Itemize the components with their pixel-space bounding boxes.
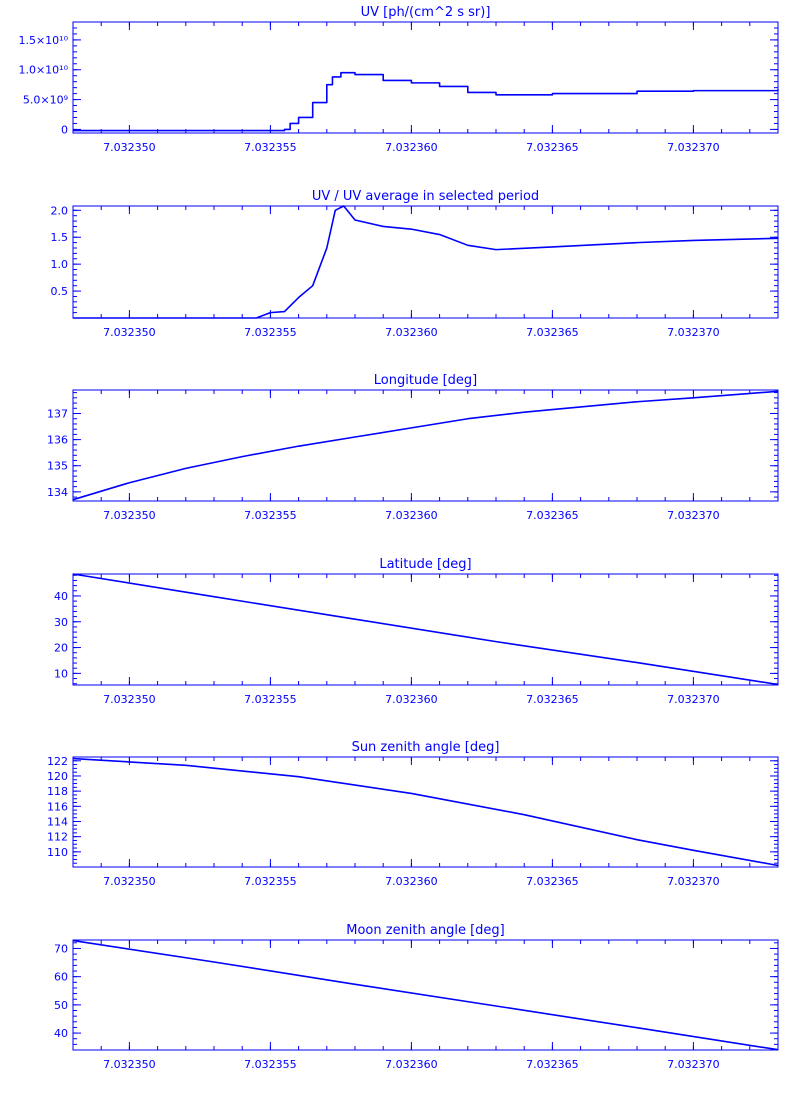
y-tick-label: 20 <box>54 642 68 655</box>
x-tick-label: 7.032355 <box>244 1058 297 1071</box>
x-tick-label: 7.032360 <box>385 326 438 339</box>
y-tick-label: 1.0×10¹⁰ <box>18 64 68 77</box>
x-tick-label: 7.032355 <box>244 141 297 154</box>
series-line <box>72 573 779 686</box>
y-tick-label: 1.5 <box>51 231 69 244</box>
x-tick-label: 7.032355 <box>244 693 297 706</box>
x-tick-label: 7.032360 <box>385 141 438 154</box>
plot-frame <box>72 573 779 686</box>
x-tick-label: 7.032355 <box>244 509 297 522</box>
x-tick-label: 7.032370 <box>667 141 720 154</box>
plot-frame <box>72 939 779 1051</box>
y-tick-label: 112 <box>47 831 68 844</box>
y-tick-label: 40 <box>54 590 68 603</box>
series-line <box>73 205 779 319</box>
panel-4: Latitude [deg] 10 20 30 40 7.032350 7.032355 7.… <box>54 557 779 706</box>
y-tick-label: 116 <box>47 800 68 813</box>
x-tick-label: 7.032355 <box>244 875 297 888</box>
x-tick-label: 7.032350 <box>103 875 156 888</box>
y-tick-label: 1.0 <box>51 258 69 271</box>
y-tick-label: 1.5×10¹⁰ <box>18 34 68 47</box>
chart-title: Latitude [deg] <box>379 557 471 572</box>
plot-frame <box>72 756 779 868</box>
y-tick-label: 2.0 <box>51 204 69 217</box>
panel-6: Moon zenith angle [deg] 40 50 60 70 7.032350 7… <box>54 923 779 1071</box>
y-tick-label: 136 <box>47 434 68 447</box>
y-tick-label: 10 <box>54 667 68 680</box>
y-tick-label: 0.5 <box>51 285 69 298</box>
y-tick-label: 122 <box>47 755 68 768</box>
panel-5: Sun zenith angle [deg] 110 112 114 116 118 120… <box>47 740 779 888</box>
x-tick-label: 7.032350 <box>103 693 156 706</box>
x-tick-label: 7.032365 <box>526 141 579 154</box>
x-tick-label: 7.032370 <box>667 326 720 339</box>
x-tick-label: 7.032365 <box>526 1058 579 1071</box>
y-tick-label: 118 <box>47 785 68 798</box>
x-tick-label: 7.032365 <box>526 693 579 706</box>
x-tick-label: 7.032365 <box>526 509 579 522</box>
x-tick-label: 7.032350 <box>103 141 156 154</box>
y-tick-label: 60 <box>54 971 68 984</box>
series-line <box>72 390 779 501</box>
y-tick-label: 50 <box>54 999 68 1012</box>
y-tick-label: 120 <box>47 770 68 783</box>
chart-title: UV [ph/(cm^2 s sr)] <box>361 5 491 20</box>
y-tick-label: 114 <box>47 815 68 828</box>
x-tick-label: 7.032360 <box>385 1058 438 1071</box>
x-tick-label: 7.032360 <box>385 509 438 522</box>
y-tick-label: 137 <box>47 408 68 421</box>
y-tick-label: 5.0×10⁹ <box>23 94 68 107</box>
x-tick-label: 7.032370 <box>667 1058 720 1071</box>
x-tick-label: 7.032370 <box>667 693 720 706</box>
series-line <box>73 71 779 132</box>
x-tick-label: 7.032360 <box>385 693 438 706</box>
panel-2: UV / UV average in selected period 0.5 1.0… <box>51 189 779 339</box>
series-line <box>72 939 779 1051</box>
x-tick-label: 7.032370 <box>667 875 720 888</box>
y-tick-label: 110 <box>47 846 68 859</box>
chart-title: UV / UV average in selected period <box>312 189 539 204</box>
y-tick-label: 135 <box>47 460 68 473</box>
chart-title: Moon zenith angle [deg] <box>346 923 504 938</box>
x-tick-label: 7.032350 <box>103 326 156 339</box>
x-tick-label: 7.032370 <box>667 509 720 522</box>
x-tick-label: 7.032350 <box>103 509 156 522</box>
series-line <box>72 757 779 867</box>
x-tick-label: 7.032365 <box>526 326 579 339</box>
chart-title: Longitude [deg] <box>374 373 477 388</box>
x-tick-label: 7.032355 <box>244 326 297 339</box>
plot-frame <box>72 21 779 134</box>
y-tick-label: 0 <box>61 123 68 136</box>
x-tick-label: 7.032360 <box>385 875 438 888</box>
y-tick-label: 30 <box>54 616 68 629</box>
y-tick-label: 134 <box>47 486 68 499</box>
x-tick-label: 7.032365 <box>526 875 579 888</box>
x-tick-label: 7.032350 <box>103 1058 156 1071</box>
chart-title: Sun zenith angle [deg] <box>352 740 500 755</box>
panel-1: UV [ph/(cm^2 s sr)] 0 5.0×10⁹ 1.0×10¹⁰ 1.5×1… <box>18 5 779 154</box>
y-tick-label: 40 <box>54 1027 68 1040</box>
plot-frame <box>72 389 779 502</box>
y-tick-label: 70 <box>54 942 68 955</box>
panel-3: Longitude [deg] 134 135 136 137 7.032350 7.032… <box>47 373 779 522</box>
plot-frame <box>72 205 779 319</box>
